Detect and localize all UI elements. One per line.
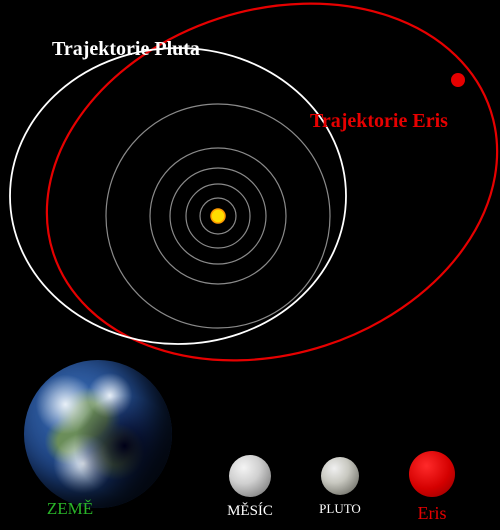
eris-orbit-label: Trajektorie Eris: [310, 110, 448, 133]
moon-icon: [229, 455, 271, 497]
pluto-icon: [321, 457, 359, 495]
legend-pluto-label: PLUTO: [295, 501, 385, 517]
legend-moon-label: MĚSÍC: [205, 503, 295, 520]
legend-earth: ZEMĚ: [25, 499, 115, 519]
earth-image: [24, 360, 172, 508]
legend-moon: MĚSÍC: [205, 455, 295, 520]
legend-earth-label: ZEMĚ: [25, 499, 115, 519]
legend-eris: Eris: [387, 451, 477, 524]
legend-eris-label: Eris: [387, 503, 477, 524]
pluto-orbit-label: Trajektorie Pluta: [52, 38, 200, 61]
eris-icon: [409, 451, 455, 497]
legend-pluto: PLUTO: [295, 457, 385, 517]
diagram-stage: Trajektorie Pluta Trajektorie Eris ZEMĚ …: [0, 0, 500, 530]
